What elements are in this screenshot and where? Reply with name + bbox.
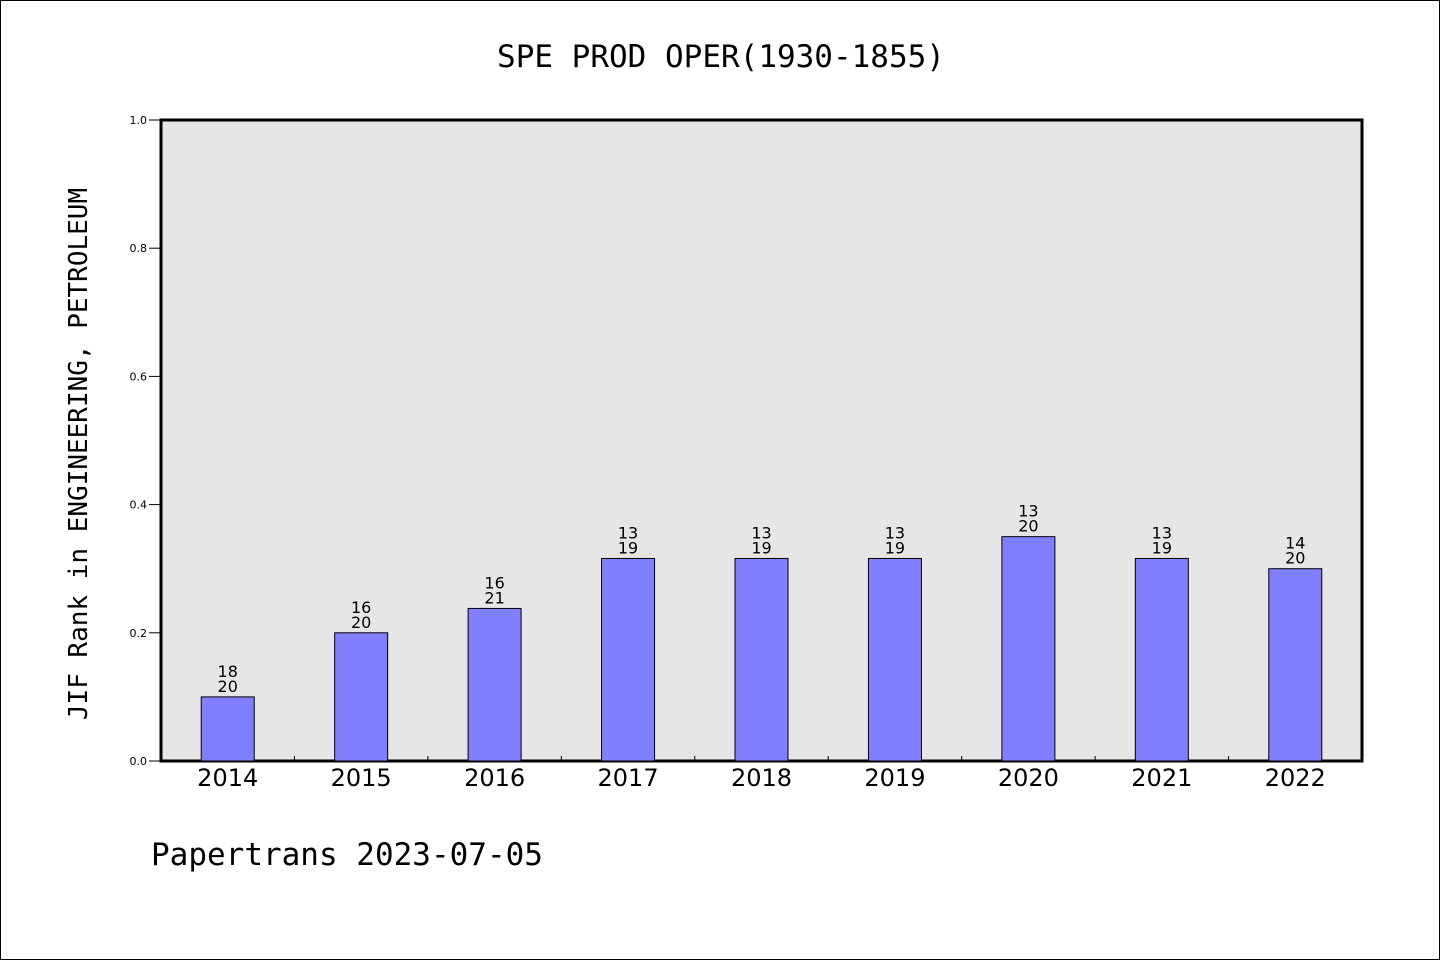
x-tick-label: 2018 bbox=[731, 764, 792, 792]
bar-label-rank: 14 bbox=[1285, 534, 1305, 553]
bar-label-total: 19 bbox=[751, 538, 771, 557]
x-tick-label: 2014 bbox=[197, 764, 258, 792]
bar bbox=[200, 696, 255, 762]
y-tick-label: 0.6 bbox=[130, 370, 148, 383]
bar bbox=[1001, 536, 1056, 762]
bar bbox=[467, 607, 522, 762]
bar-label-rank: 13 bbox=[1018, 502, 1038, 521]
x-tick-label: 2020 bbox=[998, 764, 1059, 792]
x-tick-label: 2021 bbox=[1131, 764, 1192, 792]
footer-text: Papertrans 2023-07-05 bbox=[151, 837, 543, 873]
bar-label-rank: 13 bbox=[618, 523, 638, 542]
bar-label-total: 20 bbox=[1018, 517, 1038, 536]
chart-title: SPE PROD OPER(1930-1855) bbox=[497, 39, 945, 75]
bar bbox=[601, 557, 656, 762]
bar-label-total: 20 bbox=[1285, 549, 1305, 568]
bar-label-total: 19 bbox=[1152, 538, 1172, 557]
x-tick-label: 2019 bbox=[864, 764, 925, 792]
y-tick-label: 0.2 bbox=[130, 627, 148, 640]
bars bbox=[200, 536, 1323, 762]
y-tick-label: 1.0 bbox=[130, 114, 148, 127]
bar bbox=[734, 557, 789, 762]
y-tick-label: 0.8 bbox=[130, 242, 148, 255]
bar-label-rank: 13 bbox=[1152, 523, 1172, 542]
y-axis-label: JIF Rank in ENGINEERING, PETROLEUM bbox=[64, 188, 94, 720]
y-tick-label: 0.0 bbox=[130, 755, 148, 768]
x-ticks: 2014 2015 2016 2017 2018 2019 2020 2021 2022 bbox=[197, 756, 1326, 792]
bar-label-rank: 18 bbox=[218, 662, 238, 681]
y-ticks: 0.0 0.2 0.4 0.6 0.8 1.0 bbox=[130, 114, 161, 768]
x-tick-label: 2022 bbox=[1265, 764, 1326, 792]
bar-label-total: 19 bbox=[885, 538, 905, 557]
bar-label-rank: 16 bbox=[351, 598, 371, 617]
bar bbox=[334, 632, 389, 762]
bar-label-total: 20 bbox=[218, 677, 238, 696]
bar-label-total: 20 bbox=[351, 613, 371, 632]
x-tick-label: 2016 bbox=[464, 764, 525, 792]
y-tick-label: 0.4 bbox=[130, 499, 148, 512]
bar-label-rank: 13 bbox=[885, 523, 905, 542]
bar bbox=[1134, 557, 1189, 762]
bar-label-total: 19 bbox=[618, 538, 638, 557]
x-tick-label: 2015 bbox=[331, 764, 392, 792]
bar bbox=[1268, 568, 1323, 762]
bar-label-rank: 16 bbox=[484, 573, 504, 592]
bar-label-total: 21 bbox=[484, 588, 504, 607]
x-tick-label: 2017 bbox=[598, 764, 659, 792]
bar-label-rank: 13 bbox=[751, 523, 771, 542]
bar bbox=[867, 557, 922, 762]
